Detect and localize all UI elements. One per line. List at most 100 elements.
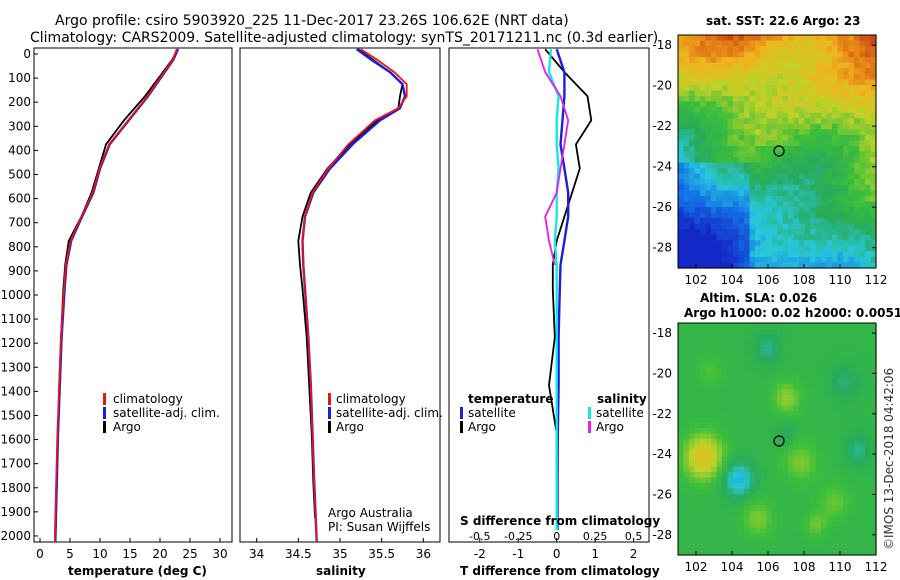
sst-cell bbox=[854, 162, 861, 169]
sla-cell bbox=[711, 543, 718, 551]
sst-cell bbox=[804, 107, 811, 114]
ytick-label-1600: 1600 bbox=[0, 433, 31, 447]
sst-cell bbox=[777, 218, 784, 225]
sla-cell bbox=[760, 361, 767, 368]
sst-cell bbox=[837, 223, 844, 230]
sst-cell bbox=[815, 218, 822, 225]
sla-cell bbox=[755, 383, 762, 390]
sla-cell bbox=[782, 455, 789, 462]
sla-cell bbox=[749, 477, 756, 484]
sst-cell bbox=[722, 68, 729, 75]
sst-cell bbox=[777, 57, 784, 64]
sst-cell bbox=[738, 234, 745, 241]
sst-cell bbox=[711, 162, 718, 169]
sla-cell bbox=[793, 356, 800, 363]
sla-cell bbox=[678, 367, 685, 374]
sst-cell bbox=[716, 140, 723, 147]
sst-cell bbox=[799, 134, 806, 142]
ytick-label-400: 400 bbox=[8, 143, 31, 157]
sst-cell bbox=[799, 201, 806, 208]
sla-cell bbox=[705, 334, 712, 341]
sla-cell bbox=[832, 328, 839, 335]
sla-cell bbox=[749, 461, 756, 468]
sla-cell bbox=[700, 488, 707, 495]
sst-cell bbox=[854, 84, 861, 92]
sla-cell bbox=[727, 499, 734, 506]
sla-cell bbox=[799, 361, 806, 368]
sst-cell bbox=[711, 195, 718, 203]
sst-cell bbox=[859, 218, 866, 225]
sla-cell bbox=[716, 372, 723, 379]
sst-cell bbox=[683, 256, 690, 264]
sla-cell bbox=[727, 516, 734, 523]
sst-cell bbox=[678, 223, 685, 230]
sla-cell bbox=[733, 483, 740, 490]
sst-cell bbox=[793, 223, 800, 230]
sla-cell bbox=[700, 334, 707, 341]
sst-cell bbox=[799, 73, 806, 80]
sst-cell bbox=[738, 229, 745, 236]
sla-cell bbox=[815, 356, 822, 363]
sst-cell bbox=[678, 151, 685, 158]
sst-cell bbox=[793, 134, 800, 142]
sst-cell bbox=[865, 251, 872, 258]
sst-cell bbox=[733, 240, 740, 247]
sla-cell bbox=[782, 461, 789, 468]
series-line-climatology bbox=[54, 48, 178, 542]
sst-cell bbox=[738, 140, 745, 147]
sla-cell bbox=[711, 510, 718, 517]
sla-cell bbox=[727, 510, 734, 517]
sla-cell bbox=[870, 367, 877, 374]
sst-cell bbox=[782, 256, 789, 264]
sla-cell bbox=[760, 466, 767, 473]
sst-cell bbox=[727, 90, 734, 97]
sla-cell bbox=[854, 532, 861, 540]
sst-cell bbox=[727, 184, 734, 191]
xtick-label-5: 5 bbox=[66, 547, 74, 561]
sst-cell bbox=[782, 157, 789, 164]
sla-cell bbox=[678, 461, 685, 468]
sst-cell bbox=[859, 73, 866, 80]
sla-cell bbox=[766, 394, 773, 401]
sst-cell bbox=[821, 162, 828, 169]
sla-cell bbox=[711, 433, 718, 440]
sst-cell bbox=[843, 140, 850, 147]
sst-cell bbox=[826, 157, 833, 164]
sla-cell bbox=[848, 427, 855, 435]
sst-cell bbox=[694, 40, 701, 47]
sst-cell bbox=[716, 245, 723, 252]
sla-cell bbox=[821, 444, 828, 451]
xtick-label-34: 34 bbox=[249, 547, 264, 561]
sst-cell bbox=[793, 62, 800, 69]
sla-cell bbox=[700, 367, 707, 374]
sla-cell bbox=[854, 411, 861, 418]
sst-cell bbox=[683, 195, 690, 203]
sst-cell bbox=[777, 168, 784, 175]
sla-cell bbox=[821, 499, 828, 506]
sst-cell bbox=[749, 123, 756, 130]
sla-cell bbox=[821, 411, 828, 418]
sla-cell bbox=[826, 527, 833, 534]
sla-cell bbox=[700, 439, 707, 446]
sla-cell bbox=[859, 323, 866, 330]
sla-cell bbox=[727, 455, 734, 462]
sla-cell bbox=[727, 521, 734, 528]
sla-cell bbox=[865, 505, 872, 512]
sla-cell bbox=[766, 350, 773, 357]
sla-cell bbox=[810, 461, 817, 468]
sst-cell bbox=[854, 251, 861, 258]
sla-cell bbox=[711, 323, 718, 330]
sla-cell bbox=[870, 499, 877, 506]
sst-cell bbox=[771, 101, 778, 108]
sst-cell bbox=[749, 157, 756, 164]
sla-cell bbox=[865, 516, 872, 523]
sst-cell bbox=[821, 118, 828, 125]
sla-cell bbox=[799, 461, 806, 468]
sla-cell bbox=[760, 516, 767, 523]
sla-cell bbox=[777, 389, 784, 396]
sla-cell bbox=[771, 488, 778, 495]
sst-cell bbox=[870, 251, 877, 258]
sst-cell bbox=[678, 240, 685, 247]
sst-cell bbox=[837, 157, 844, 164]
sla-cell bbox=[683, 372, 690, 379]
